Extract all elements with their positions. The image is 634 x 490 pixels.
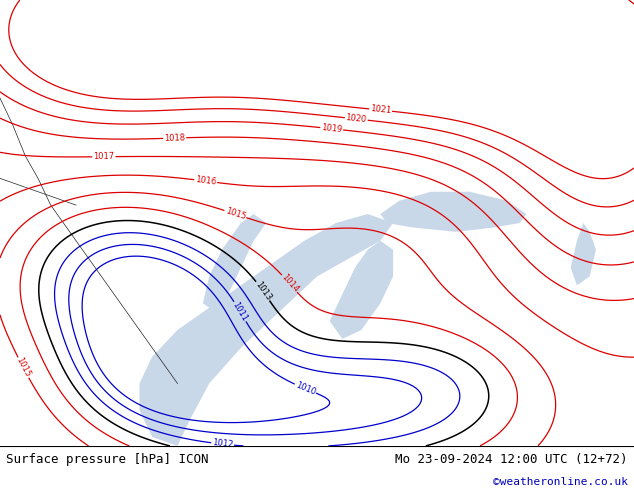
Text: 1014: 1014 (279, 273, 300, 294)
Text: 1019: 1019 (321, 123, 343, 134)
Polygon shape (380, 192, 526, 232)
Text: ©weatheronline.co.uk: ©weatheronline.co.uk (493, 477, 628, 487)
Text: 1015: 1015 (224, 207, 247, 221)
Text: 1015: 1015 (15, 356, 32, 379)
Text: 1020: 1020 (346, 113, 367, 124)
Text: Mo 23-09-2024 12:00 UTC (12+72): Mo 23-09-2024 12:00 UTC (12+72) (395, 453, 628, 466)
Text: 1010: 1010 (294, 381, 317, 397)
Text: 1016: 1016 (195, 175, 217, 187)
Text: 1021: 1021 (370, 104, 392, 116)
Text: Surface pressure [hPa] ICON: Surface pressure [hPa] ICON (6, 453, 209, 466)
Text: 1012: 1012 (212, 439, 233, 450)
Polygon shape (203, 214, 266, 312)
Text: 1013: 1013 (253, 280, 273, 302)
Polygon shape (571, 223, 596, 285)
Polygon shape (330, 241, 393, 339)
Text: 1018: 1018 (164, 133, 185, 143)
Text: 1017: 1017 (93, 152, 115, 161)
Polygon shape (139, 214, 393, 446)
Text: 1011: 1011 (231, 300, 249, 323)
